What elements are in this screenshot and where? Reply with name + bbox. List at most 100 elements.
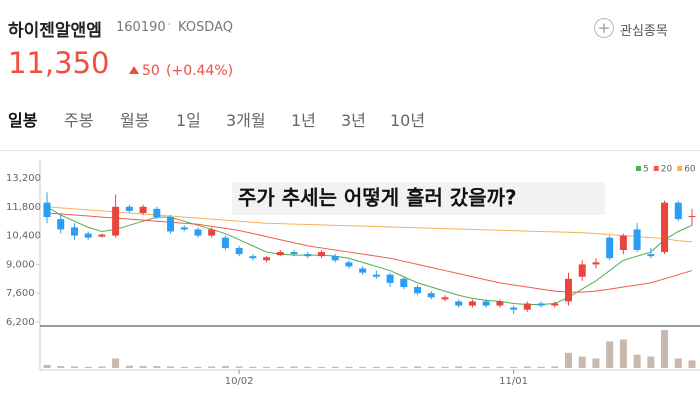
volume-bar: [84, 366, 92, 368]
volume-bar: [606, 341, 614, 368]
candle-body: [194, 229, 202, 236]
volume-bar: [112, 358, 120, 368]
candle-body: [221, 237, 229, 248]
up-arrow: [129, 66, 139, 74]
volume-bar: [249, 366, 257, 368]
stock-name: 하이젠알앤엠: [8, 21, 102, 41]
y-tick-label: 11,800: [6, 202, 41, 213]
volume-bar: [468, 366, 476, 368]
candle-body: [345, 262, 353, 267]
candle-body: [98, 234, 106, 237]
volume-bar: [427, 366, 435, 368]
volume-bar: [414, 366, 422, 368]
change: 50: [142, 63, 160, 79]
candle-body: [70, 227, 78, 236]
volume-bar: [221, 366, 229, 368]
candle-body: [290, 252, 298, 255]
tab[interactable]: 10년: [390, 111, 426, 130]
annotation: 주가 추세는 어떻게 흘러 갔을까?: [238, 186, 517, 210]
price: 11,350: [8, 46, 110, 80]
volume-bar: [304, 366, 312, 368]
candle-body: [317, 252, 325, 257]
legend-label: 5: [643, 165, 649, 175]
volume-bar: [167, 366, 175, 368]
legend-swatch: [653, 166, 659, 171]
volume-bar: [455, 366, 463, 368]
legend-label: 20: [661, 165, 673, 175]
tab[interactable]: 월봉: [120, 111, 150, 130]
y-tick-label: 13,200: [6, 173, 41, 184]
volume-bar: [359, 366, 367, 368]
volume-bar: [235, 366, 243, 368]
candle-body: [510, 307, 518, 310]
volume-bar: [578, 356, 586, 368]
volume-bar: [317, 366, 325, 368]
volume-bar: [386, 366, 394, 368]
x-tick-label: 10/02: [225, 376, 254, 387]
candle-body: [208, 229, 216, 236]
volume-bar: [633, 354, 641, 368]
candle-body: [139, 206, 147, 213]
y-tick-label: 7,600: [6, 288, 35, 299]
candle-body: [455, 301, 463, 306]
volume-bar: [180, 366, 188, 368]
stock-code: 160190: [116, 20, 166, 35]
watch-icon[interactable]: +: [594, 18, 614, 38]
y-tick-label: 10,400: [6, 231, 41, 242]
volume-bar: [482, 366, 490, 368]
volume-bar: [208, 366, 216, 368]
volume-bar: [125, 365, 133, 368]
candle-body: [249, 256, 257, 259]
candle-body: [661, 202, 669, 253]
candle-body: [331, 256, 339, 261]
candle-body: [633, 229, 641, 250]
candle-body: [276, 252, 284, 256]
y-tick-label: 9,000: [6, 259, 35, 270]
volume-bar: [70, 366, 78, 368]
candle-body: [167, 217, 175, 232]
volume-bar: [688, 360, 696, 368]
volume-bar: [98, 366, 106, 368]
candle-body: [537, 303, 545, 306]
volume-bar: [564, 352, 572, 368]
candle-body: [125, 206, 133, 211]
candle-body: [153, 208, 161, 218]
volume-bar: [139, 366, 147, 368]
candle-body: [523, 303, 531, 310]
tab[interactable]: 1년: [291, 111, 316, 130]
volume-bar: [57, 366, 65, 368]
x-tick-label: 11/01: [499, 376, 528, 387]
legend-swatch: [636, 166, 641, 171]
candle-body: [496, 301, 504, 306]
volume-bar: [441, 366, 449, 368]
candle-body: [112, 206, 120, 236]
volume-bar: [153, 366, 161, 368]
volume-bar: [674, 358, 682, 368]
legend-swatch: [677, 166, 683, 171]
volume-bar: [510, 366, 518, 368]
candle-body: [235, 247, 243, 255]
volume-bar: [290, 366, 298, 368]
volume-bar: [331, 366, 339, 368]
candle-body: [304, 254, 312, 257]
tab[interactable]: 3년: [341, 111, 366, 130]
tab[interactable]: 1일: [176, 111, 201, 130]
volume-bar: [619, 339, 627, 368]
candle-body: [606, 237, 614, 259]
candle-body: [427, 293, 435, 298]
watch-button[interactable]: 관심종목: [620, 24, 668, 39]
tab[interactable]: 3개월: [226, 111, 266, 130]
candle-body: [592, 262, 600, 265]
volume-bar: [263, 366, 271, 368]
volume-bar: [551, 366, 559, 368]
legend-label: 60: [684, 165, 696, 175]
candle-body: [263, 257, 271, 261]
tab[interactable]: 주봉: [64, 111, 94, 130]
volume-bar: [592, 358, 600, 368]
candle-body: [674, 202, 682, 220]
tab[interactable]: 일봉: [8, 111, 38, 130]
ma-line: [46, 212, 693, 293]
candle-body: [551, 303, 559, 306]
candle-body: [414, 287, 422, 294]
candle-body: [688, 216, 696, 218]
